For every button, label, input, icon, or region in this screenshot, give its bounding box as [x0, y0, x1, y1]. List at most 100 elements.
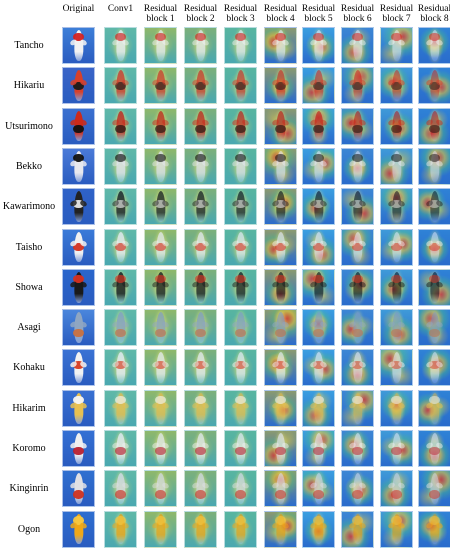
feature-map-tile [418, 147, 450, 185]
koi-pattern-spot [313, 242, 324, 252]
feature-map-tile [380, 107, 413, 145]
feature-map-tile [341, 309, 374, 347]
koi-pattern-spot [195, 81, 206, 90]
feature-map-tile [341, 349, 374, 387]
koi-silhouette [275, 150, 286, 182]
koi-silhouette [313, 150, 324, 182]
feature-map-tile [224, 309, 257, 347]
koi-pattern-spot [73, 516, 84, 525]
koi-pattern-spot [235, 516, 246, 525]
feature-map-tile [380, 27, 413, 64]
feature-map-tile [380, 430, 413, 467]
feature-map-tile [341, 389, 374, 427]
koi-pattern-spot [313, 274, 324, 284]
koi-pattern-spot [235, 328, 246, 338]
feature-map-tile [104, 510, 137, 548]
feature-map-tile [104, 349, 137, 387]
feature-map-tile [380, 188, 413, 226]
koi-silhouette [391, 392, 402, 424]
feature-map-tile [341, 67, 374, 105]
row-label: Asagi [17, 322, 41, 334]
koi-pattern-spot [352, 395, 363, 404]
koi-pattern-spot [73, 490, 84, 499]
row-label: Kinginrin [9, 483, 49, 495]
koi-pattern-spot [73, 81, 84, 90]
row-label: Koromo [12, 443, 46, 454]
koi-silhouette [155, 392, 166, 424]
koi-silhouette [235, 513, 246, 545]
feature-map-tile [184, 268, 217, 306]
koi-pattern-spot [155, 395, 166, 404]
koi-silhouette [73, 473, 84, 505]
koi-pattern-spot [115, 395, 126, 404]
feature-map-tile [184, 188, 217, 226]
koi-silhouette [275, 513, 286, 545]
feature-map-tile [302, 510, 335, 548]
koi-pattern-spot [391, 516, 402, 525]
feature-map-tile [184, 349, 217, 387]
feature-map-tile [104, 430, 137, 467]
feature-map-tile [224, 470, 257, 508]
koi-pattern-spot [313, 360, 324, 370]
koi-pattern-spot [391, 447, 402, 456]
koi-pattern-spot [275, 360, 286, 370]
koi-pattern-spot [155, 516, 166, 525]
koi-silhouette [155, 473, 166, 505]
feature-map-tile [224, 67, 257, 105]
feature-map-tile [144, 309, 177, 347]
koi-pattern-spot [391, 81, 402, 90]
feature-map-tile [104, 309, 137, 347]
koi-silhouette [313, 312, 324, 343]
koi-silhouette [195, 312, 206, 343]
koi-pattern-spot [73, 395, 84, 404]
koi-silhouette [429, 312, 440, 343]
feature-map-tile [104, 188, 137, 226]
koi-pattern-spot [313, 199, 324, 209]
koi-pattern-spot [391, 124, 402, 134]
feature-map-tile [418, 430, 450, 467]
feature-map-tile [224, 268, 257, 306]
koi-pattern-spot [391, 328, 402, 338]
koi-pattern-spot [235, 447, 246, 456]
koi-silhouette [115, 312, 126, 343]
koi-silhouette [313, 271, 324, 303]
koi-pattern-spot [313, 153, 324, 163]
koi-pattern-spot [352, 516, 363, 525]
feature-map-tile [264, 349, 297, 387]
original-image-tile [62, 67, 95, 105]
koi-pattern-spot [155, 360, 166, 370]
column-header-label: Residual block 2 [183, 4, 218, 24]
feature-map-tile [104, 107, 137, 145]
koi-pattern-spot [429, 360, 440, 370]
feature-map-tile [418, 228, 450, 266]
feature-map-tile [224, 349, 257, 387]
koi-pattern-spot [429, 153, 440, 163]
feature-map-tile [224, 510, 257, 548]
feature-map-tile [184, 67, 217, 105]
koi-silhouette [429, 30, 440, 61]
koi-pattern-spot [313, 447, 324, 456]
feature-map-tile [144, 107, 177, 145]
row-label: Ogon [17, 523, 41, 535]
koi-pattern-spot [313, 124, 324, 134]
koi-silhouette [235, 312, 246, 343]
koi-silhouette [391, 30, 402, 61]
koi-pattern-spot [155, 490, 166, 499]
feature-map-tile [418, 470, 450, 508]
koi-pattern-spot [352, 81, 363, 90]
feature-map-tile [184, 309, 217, 347]
koi-silhouette [73, 513, 84, 545]
koi-pattern-spot [275, 516, 286, 525]
feature-map-tile [264, 107, 297, 145]
koi-pattern-spot [429, 328, 440, 338]
koi-pattern-spot [195, 274, 206, 284]
koi-pattern-spot [313, 516, 324, 525]
feature-map-tile [302, 268, 335, 306]
koi-pattern-spot [391, 153, 402, 163]
koi-silhouette [195, 30, 206, 61]
koi-silhouette [73, 30, 84, 61]
koi-pattern-spot [275, 274, 286, 284]
feature-map-tile [144, 470, 177, 508]
feature-map-tile [264, 470, 297, 508]
feature-map-tile [144, 67, 177, 105]
